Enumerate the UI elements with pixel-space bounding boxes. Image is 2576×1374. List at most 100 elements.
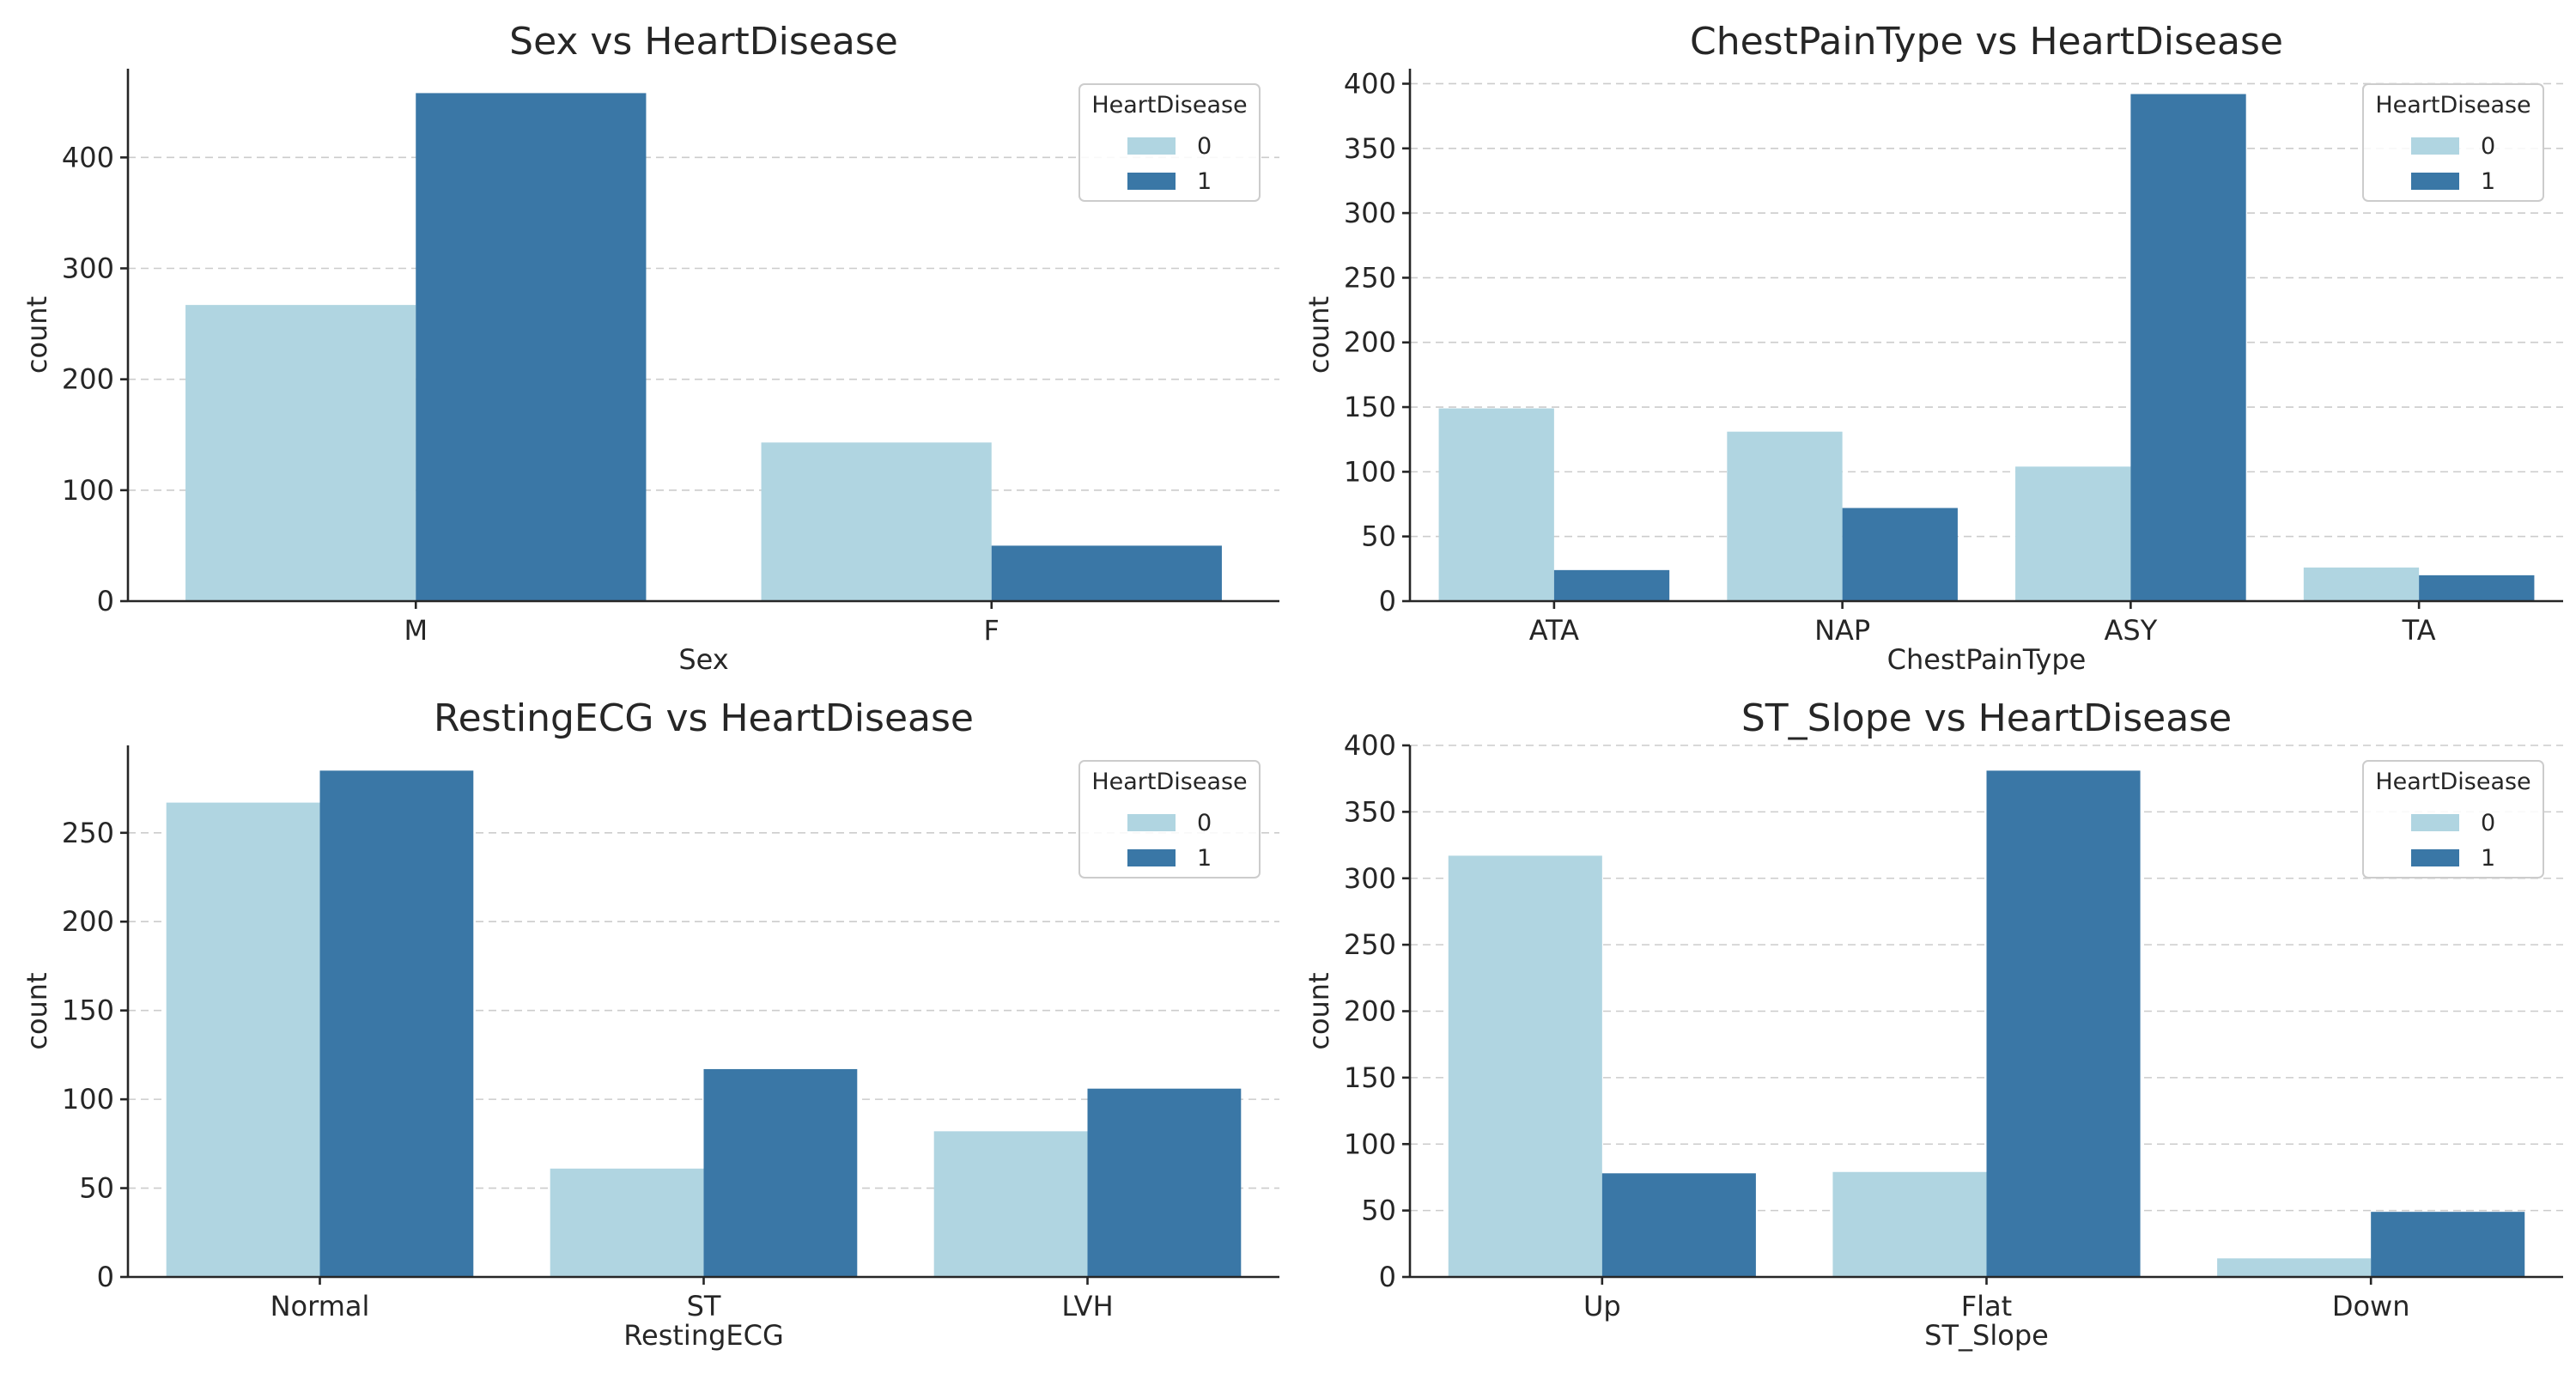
y-tick-label: 150 (1344, 391, 1396, 423)
x-tick-label: Down (2332, 1290, 2410, 1322)
y-ticks: 0 50 100 150 200 250 (62, 817, 128, 1293)
panel-st-slope: 0 50 100 150 200 250 300 350 400 Up Flat Down ST_S… (1303, 696, 2563, 1352)
bar-normal-heartdisease-1 (319, 770, 474, 1277)
y-ticks: 0 50 100 150 200 250 300 350 400 (1344, 729, 1410, 1293)
legend-swatch-0 (1127, 137, 1176, 155)
legend-label-0: 0 (1197, 133, 1212, 160)
y-tick-label: 150 (62, 994, 114, 1027)
legend-swatch-0 (1127, 814, 1176, 831)
bar-normal-heartdisease-0 (166, 802, 320, 1277)
legend-swatch-0 (2411, 814, 2459, 831)
chart-title: ST_Slope vs HeartDisease (1741, 696, 2232, 740)
legend-title: HeartDisease (2375, 769, 2530, 795)
y-tick-label: 300 (62, 252, 114, 285)
y-tick-label: 250 (1344, 261, 1396, 294)
y-tick-label: 100 (1344, 1128, 1396, 1160)
bar-m-heartdisease-0 (185, 305, 416, 601)
legend-label-0: 0 (2481, 133, 2495, 160)
legend-swatch-1 (2411, 849, 2459, 866)
y-tick-label: 300 (1344, 197, 1396, 229)
y-tick-label: 200 (1344, 995, 1396, 1028)
legend: HeartDisease 0 1 (1078, 83, 1261, 202)
bar-down-heartdisease-0 (2217, 1258, 2372, 1277)
legend-swatch-0 (2411, 137, 2459, 155)
bar-nap-heartdisease-1 (1842, 508, 1958, 601)
x-tick-label: TA (2402, 614, 2436, 647)
legend-label-1: 1 (2481, 845, 2495, 872)
legend: HeartDisease 0 1 (2362, 760, 2544, 879)
y-tick-label: 100 (62, 1083, 114, 1116)
bar-asy-heartdisease-0 (2015, 466, 2131, 601)
bar-down-heartdisease-1 (2371, 1212, 2525, 1277)
y-tick-label: 0 (97, 1261, 114, 1293)
bars (1438, 94, 2535, 602)
x-tick-label: Flat (1961, 1290, 2012, 1322)
x-tick-label: Up (1583, 1290, 1621, 1322)
bar-f-heartdisease-0 (761, 442, 992, 601)
bars (1448, 770, 2525, 1277)
bar-lvh-heartdisease-0 (933, 1131, 1088, 1277)
legend-label-1: 1 (1197, 168, 1212, 195)
y-axis-label: count (21, 972, 53, 1049)
x-tick-label: ST (687, 1290, 721, 1322)
chart-title: Sex vs HeartDisease (509, 20, 898, 64)
y-tick-label: 200 (1344, 326, 1396, 359)
y-axis-label: count (21, 296, 53, 374)
panel-chest-pain-type: 0 50 100 150 200 250 300 350 400 ATA NAP ASY TA Che… (1303, 20, 2563, 676)
legend: HeartDisease 0 1 (1078, 760, 1261, 879)
bar-ata-heartdisease-0 (1438, 408, 1554, 601)
y-tick-label: 50 (1361, 1195, 1396, 1227)
bar-st-heartdisease-0 (550, 1168, 704, 1277)
y-tick-label: 100 (62, 474, 114, 507)
y-tick-label: 250 (1344, 928, 1396, 961)
y-tick-label: 400 (1344, 67, 1396, 100)
legend-label-0: 0 (1197, 810, 1212, 836)
chart-title: ChestPainType vs HeartDisease (1690, 20, 2283, 64)
x-tick-label: NAP (1814, 614, 1870, 647)
bar-flat-heartdisease-0 (1832, 1171, 1987, 1277)
bar-ata-heartdisease-1 (1553, 569, 1670, 601)
bar-nap-heartdisease-0 (1727, 431, 1843, 601)
axes-spines (1408, 69, 2563, 603)
bar-lvh-heartdisease-1 (1087, 1088, 1242, 1277)
bar-st-heartdisease-1 (703, 1068, 858, 1277)
y-tick-label: 50 (1361, 520, 1396, 553)
y-tick-label: 0 (1379, 585, 1396, 617)
bars (166, 770, 1242, 1277)
bar-up-heartdisease-0 (1448, 855, 1602, 1277)
y-tick-label: 100 (1344, 455, 1396, 488)
legend-swatch-1 (1127, 173, 1176, 190)
y-tick-label: 350 (1344, 132, 1396, 165)
x-tick-label: LVH (1061, 1290, 1113, 1322)
x-axis-label: Sex (678, 643, 728, 676)
x-ticks: Up Flat Down (1583, 1277, 2410, 1322)
y-tick-label: 50 (79, 1172, 114, 1205)
y-tick-label: 400 (1344, 729, 1396, 762)
x-axis-label: ChestPainType (1887, 643, 2087, 676)
x-axis-label: RestingECG (623, 1319, 784, 1352)
legend-label-1: 1 (2481, 168, 2495, 195)
bar-f-heartdisease-1 (991, 545, 1222, 601)
y-tick-label: 200 (62, 363, 114, 396)
bars (185, 93, 1222, 601)
y-axis-label: count (1303, 296, 1335, 374)
x-ticks: ATA NAP ASY TA (1529, 601, 2436, 647)
legend-title: HeartDisease (1091, 769, 1247, 795)
x-tick-label: F (984, 614, 999, 647)
legend-label-0: 0 (2481, 810, 2495, 836)
bar-m-heartdisease-1 (416, 93, 647, 601)
y-tick-label: 300 (1344, 862, 1396, 895)
legend: HeartDisease 0 1 (2362, 83, 2544, 202)
bar-up-heartdisease-1 (1601, 1173, 1756, 1277)
y-tick-label: 200 (62, 905, 114, 938)
bar-asy-heartdisease-1 (2130, 94, 2246, 602)
bar-ta-heartdisease-0 (2303, 567, 2420, 601)
legend-swatch-1 (1127, 849, 1176, 866)
x-tick-label: ATA (1529, 614, 1579, 647)
y-tick-label: 0 (1379, 1261, 1396, 1293)
legend-title: HeartDisease (1091, 92, 1247, 119)
legend-title: HeartDisease (2375, 92, 2530, 119)
